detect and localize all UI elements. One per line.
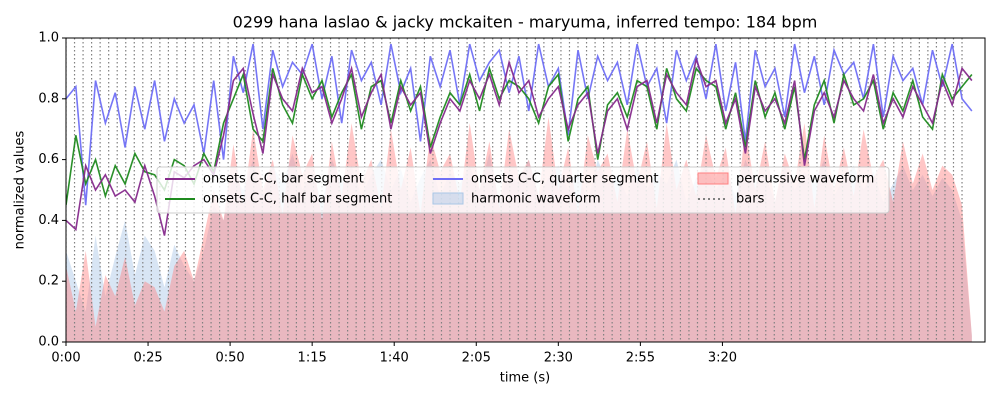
x-tick-label: 2:55 [626,351,655,366]
x-axis-label: time (s) [500,371,550,386]
x-tick-label: 2:30 [544,351,573,366]
y-tick-label: 0.8 [38,91,59,106]
line [66,56,973,236]
legend-label: onsets C-C, quarter segment [471,172,658,187]
axes-frame [65,37,986,343]
line [66,65,973,206]
x-tick-label: 0:50 [216,351,245,366]
legend-label: bars [736,192,765,207]
x-tick-label: 0:00 [51,351,80,366]
chart-title: 0299 hana laslao & jacky mckaiten - mary… [233,13,818,32]
legend-label: onsets C-C, bar segment [203,172,364,187]
x-tick-label: 2:05 [462,351,491,366]
legend-swatch [432,192,464,205]
legend-label: percussive waveform [736,172,874,187]
y-tick-label: 0.4 [38,213,59,228]
x-tick-label: 3:20 [708,351,737,366]
x-tick-label: 0:25 [133,351,162,366]
legend-swatch [697,172,729,185]
y-tick-label: 0.6 [38,152,59,167]
x-tick-label: 1:40 [380,351,409,366]
x-tick-label: 1:15 [298,351,327,366]
area [66,117,972,342]
y-tick-label: 1.0 [38,31,59,46]
y-tick-label: 0.2 [38,274,59,289]
legend-label: onsets C-C, half bar segment [203,192,392,207]
y-axis-label: normalized values [13,130,28,249]
legend-label: harmonic waveform [471,192,601,207]
y-tick-label: 0.0 [38,335,59,350]
legend-box [156,166,890,214]
